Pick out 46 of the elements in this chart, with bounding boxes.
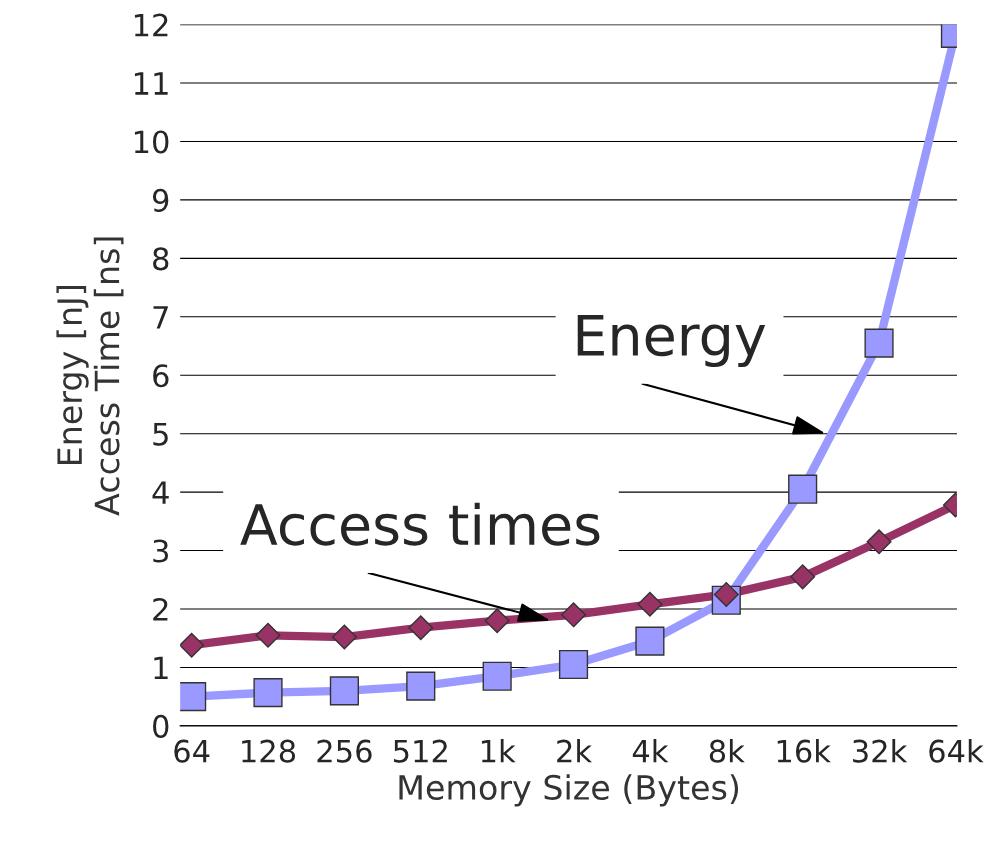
y-tick-label: 3 — [153, 539, 169, 563]
x-axis-title: Memory Size (Bytes) — [399, 774, 739, 807]
x-tick-label: 16k — [777, 739, 831, 763]
y-tick-label: 10 — [134, 130, 169, 154]
x-tick-label: 64k — [929, 739, 984, 763]
x-tick-label: 512 — [393, 739, 447, 763]
y-tick-label: 8 — [153, 247, 169, 271]
y-tick-label: 1 — [154, 656, 168, 680]
y-tick-label: 4 — [152, 481, 169, 504]
point — [255, 622, 281, 648]
point — [331, 624, 357, 650]
point — [637, 591, 663, 617]
x-tick-label: 2k — [557, 739, 593, 763]
x-tick-label: 128 — [242, 739, 296, 763]
point — [180, 632, 205, 658]
x-tick-label: 4k — [632, 739, 669, 763]
point — [864, 328, 894, 358]
y-tick-label: 11 — [134, 72, 168, 95]
y-tick-label: 12 — [134, 13, 168, 37]
point — [561, 602, 587, 628]
x-tick-label: 8k — [709, 739, 745, 763]
y-axis-title: Energy [nJ] Access Time [ns] — [56, 237, 124, 516]
y-tick-label: 2 — [153, 597, 168, 621]
series-label: Energy — [577, 315, 766, 368]
point — [713, 581, 739, 607]
x-tick-label: 256 — [317, 739, 372, 763]
point — [329, 676, 359, 706]
y-tick-label: 7 — [153, 306, 168, 329]
y-tick-label: 5 — [153, 423, 168, 446]
point — [790, 564, 816, 590]
point — [253, 677, 283, 708]
x-tick-label: 32k — [853, 739, 908, 763]
y-tick-label: 9 — [152, 188, 169, 212]
point — [406, 671, 436, 701]
x-tick-label: 64 — [174, 739, 210, 763]
x-tick-label: 1k — [481, 739, 516, 763]
series-label: Access times — [240, 502, 600, 546]
point — [866, 529, 892, 555]
point — [635, 626, 665, 656]
y-tick-label: 6 — [153, 364, 169, 388]
point — [788, 474, 818, 504]
point — [484, 608, 510, 634]
point — [558, 649, 589, 680]
y-tick-label: 0 — [153, 714, 169, 738]
point — [482, 661, 512, 691]
point — [408, 615, 434, 641]
